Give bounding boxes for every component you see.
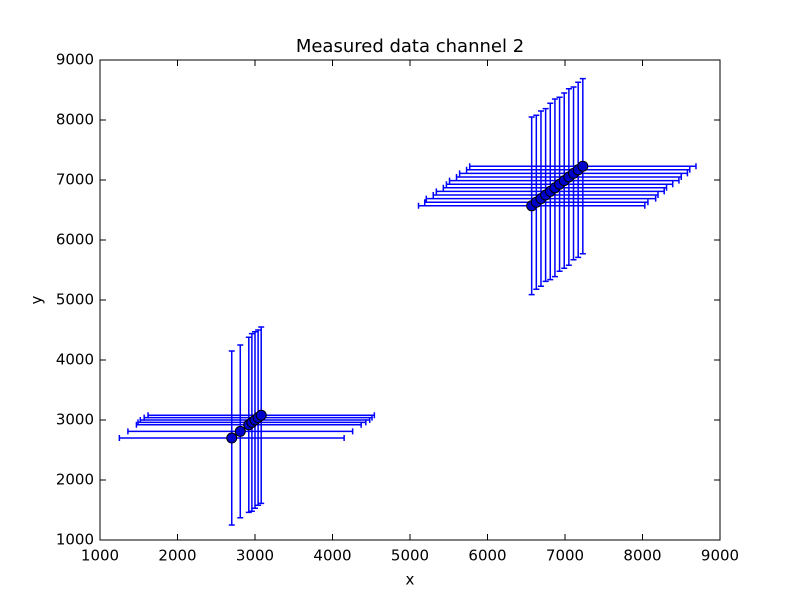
x-tick-label: 1000 [81,547,119,565]
data-point [234,425,246,437]
y-tick-label: 1000 [56,531,94,549]
y-axis-label: y [28,295,46,304]
y-tick-label: 2000 [56,471,94,489]
y-tick-label: 6000 [56,231,94,249]
x-tick-label: 6000 [468,547,506,565]
x-axis-label: x [406,571,415,589]
x-tick-label: 8000 [623,547,661,565]
chart-title: Measured data channel 2 [296,36,524,57]
x-tick-label: 3000 [236,547,274,565]
x-tick-label: 4000 [313,547,351,565]
y-tick-label: 8000 [56,111,94,129]
plot-frame [99,59,721,541]
data-point [577,160,589,172]
y-tick-label: 5000 [56,291,94,309]
x-tick-label: 2000 [158,547,196,565]
data-point [226,432,238,444]
y-tick-label: 9000 [56,51,94,69]
y-tick-label: 3000 [56,411,94,429]
x-tick-label: 9000 [701,547,739,565]
x-tick-label: 5000 [391,547,429,565]
x-tick-label: 7000 [546,547,584,565]
y-tick-label: 4000 [56,351,94,369]
data-point [255,409,267,421]
y-tick-label: 7000 [56,171,94,189]
